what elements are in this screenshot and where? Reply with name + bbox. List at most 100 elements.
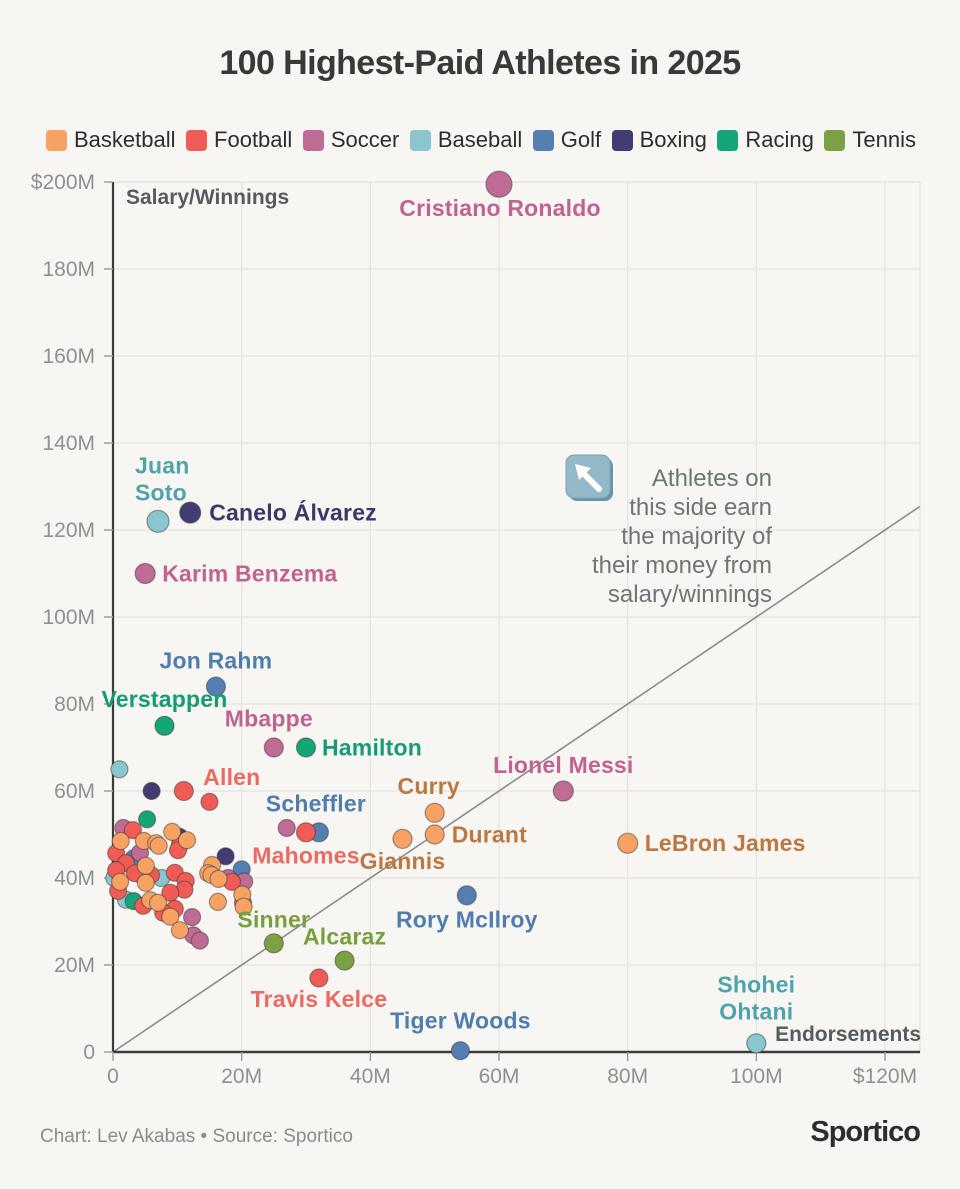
scatter-point: [170, 921, 189, 940]
legend-label: Tennis: [852, 127, 916, 152]
legend-item-boxing: Boxing: [611, 127, 707, 153]
athlete-label: Karim Benzema: [162, 561, 337, 587]
athlete-label: LeBron James: [645, 830, 806, 856]
scatter-point: [142, 781, 161, 801]
athlete-label: Allen: [203, 764, 260, 790]
y-tick-label: 180M: [42, 258, 95, 281]
x-tick-label: 60M: [479, 1065, 520, 1088]
scatter-point: [110, 760, 129, 779]
athlete-label: Rory McIlroy: [396, 906, 538, 932]
y-tick-label: 140M: [42, 432, 95, 455]
legend-item-football: Football: [186, 127, 292, 153]
scatter-point-tiger-woods: [450, 1041, 470, 1061]
athlete-label: Ohtani: [719, 998, 793, 1024]
y-tick-label: 80M: [54, 693, 95, 716]
legend-item-baseball: Baseball: [409, 127, 523, 153]
legend-label: Boxing: [639, 127, 707, 152]
legend-swatch-racing: [717, 129, 739, 151]
arrow-head: [575, 464, 591, 480]
legend-swatch-tennis: [824, 129, 846, 151]
equal-earnings-line: [112, 505, 921, 1053]
scatter-point: [136, 856, 155, 875]
annotation-text: salary/winnings: [608, 581, 772, 608]
x-tick-label: 100M: [730, 1065, 783, 1088]
y-tick-label: 160M: [42, 345, 95, 368]
scatter-point-travis-kelce: [309, 968, 329, 988]
scatter-point-karim-benzema: [134, 562, 156, 585]
x-axis-title: Endorsements: [775, 1023, 921, 1046]
scatter-point: [216, 847, 235, 866]
scatter-point-lebron-james: [617, 832, 639, 854]
sportico-logo: Sportico: [810, 1116, 921, 1148]
athlete-label: Sinner: [237, 906, 310, 932]
athlete-label: Lionel Messi: [493, 752, 633, 778]
scatter-point-alcaraz: [334, 950, 355, 971]
athlete-label: Juan: [135, 452, 189, 478]
athlete-label: Verstappen: [102, 686, 228, 712]
scatter-point: [161, 907, 180, 926]
scatter-point-shohei-ohtani: [746, 1033, 767, 1054]
scatter-point: [123, 820, 142, 840]
scatter-point-allen: [173, 780, 194, 802]
athlete-label: Hamilton: [322, 735, 422, 761]
athlete-label: Soto: [135, 479, 187, 505]
legend-item-basketball: Basketball: [46, 127, 176, 153]
x-tick-label: 80M: [607, 1065, 648, 1088]
scatter-point-mahomes: [295, 822, 317, 843]
annotation-text: Athletes on: [652, 465, 772, 492]
legend-swatch-soccer: [302, 129, 324, 151]
y-tick-label: 40M: [54, 867, 95, 890]
annotation-text: their money from: [592, 552, 772, 579]
scatter-point: [183, 907, 202, 927]
scatter-point-canelo-lvarez: [179, 501, 202, 524]
athlete-label: Mbappe: [225, 706, 313, 732]
athlete-label: Scheffler: [266, 790, 366, 816]
legend-label: Baseball: [437, 127, 523, 152]
scatter-point: [234, 897, 253, 916]
athlete-label: Giannis: [360, 848, 446, 874]
annotation-text: the majority of: [621, 523, 772, 550]
scatter-point: [190, 931, 209, 950]
y-tick-label: 100M: [42, 606, 95, 629]
athlete-label: Shohei: [717, 971, 795, 997]
legend-swatch-golf: [532, 129, 554, 151]
legend-item-soccer: Soccer: [302, 127, 399, 153]
arrow-shaft: [581, 471, 602, 492]
scatter-point: [136, 873, 155, 892]
y-tick-label: 60M: [54, 780, 95, 803]
scatter-point-jon-rahm: [205, 676, 226, 697]
y-tick-label: $200M: [31, 171, 95, 194]
scatter-point-rory-mcilroy: [456, 885, 477, 906]
scatter-point-verstappen: [154, 715, 175, 736]
athlete-label: Jon Rahm: [160, 648, 273, 674]
athlete-label: Tiger Woods: [390, 1008, 531, 1034]
scatter-point: [111, 831, 130, 851]
scatter-point: [209, 869, 228, 889]
legend-swatch-baseball: [409, 129, 431, 151]
x-tick-label: 0: [107, 1065, 119, 1088]
y-tick-label: 0: [83, 1041, 95, 1064]
legend-swatch-football: [186, 129, 208, 151]
legend-swatch-basketball: [46, 129, 67, 151]
page-title: 100 Highest-Paid Athletes in 2025: [219, 44, 741, 82]
legend-label: Football: [214, 127, 293, 152]
x-tick-label: $120M: [853, 1065, 917, 1088]
scatter-point: [110, 872, 130, 892]
annotation-text: this side earn: [629, 494, 772, 521]
scatter-point: [200, 792, 219, 812]
athlete-label: Cristiano Ronaldo: [399, 195, 600, 221]
athlete-label: Alcaraz: [303, 924, 386, 950]
athlete-label: Durant: [452, 822, 527, 848]
scatter-point-giannis: [392, 828, 413, 850]
scatter-point-durant: [424, 824, 445, 845]
scatter-point: [138, 810, 157, 829]
scatter-point: [177, 831, 197, 850]
scatter-point-hamilton: [295, 737, 317, 758]
scatter-point: [148, 893, 168, 912]
y-tick-label: 120M: [42, 519, 95, 542]
x-tick-label: 40M: [350, 1065, 391, 1088]
scatter-point-lionel-messi: [552, 780, 574, 802]
legend-item-golf: Golf: [532, 127, 601, 153]
